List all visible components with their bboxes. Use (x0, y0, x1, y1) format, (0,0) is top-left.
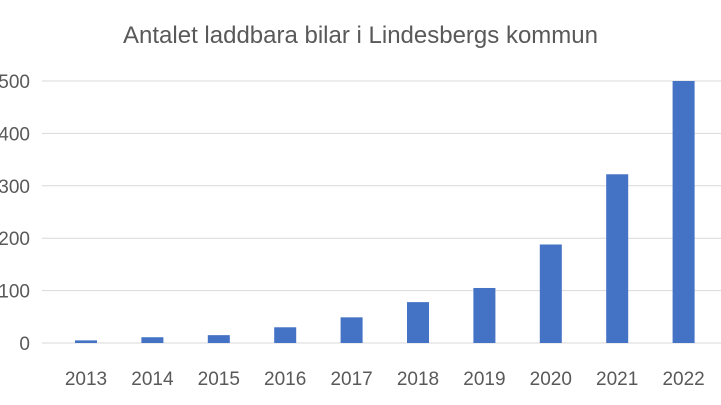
y-tick-label: 500 (0, 72, 30, 93)
y-tick-label: 200 (0, 229, 30, 250)
x-tick-label: 2020 (530, 369, 572, 390)
x-tick-label: 2013 (65, 369, 107, 390)
x-tick-label: 2016 (264, 369, 306, 390)
chart-title: Antalet laddbara bilar i Lindesbergs kom… (123, 22, 598, 49)
x-tick-label: 2018 (397, 369, 439, 390)
bar-2018 (407, 302, 429, 343)
bar-2016 (274, 327, 297, 343)
bar-2022 (672, 81, 695, 343)
y-tick-label: 0 (19, 334, 30, 355)
y-axis-ticks: 0 100 200 300 400 500 (0, 72, 30, 355)
bar-2020 (539, 244, 562, 343)
bars (75, 81, 695, 343)
x-tick-label: 2022 (662, 369, 704, 390)
bar-2019 (473, 287, 496, 343)
x-tick-label: 2021 (596, 369, 638, 390)
x-tick-label: 2014 (131, 369, 174, 390)
bar-2021 (606, 174, 629, 343)
y-tick-label: 400 (0, 124, 30, 145)
x-tick-label: 2015 (198, 369, 240, 390)
bar-2017 (340, 317, 363, 343)
bar-2014 (141, 337, 164, 343)
x-axis-ticks: 2013 2014 2015 2016 2017 2018 2019 2020 2021 2022 (65, 369, 705, 390)
x-tick-label: 2017 (330, 369, 372, 390)
bar-2013 (75, 340, 97, 343)
y-tick-label: 100 (0, 282, 30, 303)
y-tick-label: 300 (0, 177, 30, 198)
bar-2015 (207, 335, 230, 343)
x-tick-label: 2019 (463, 369, 505, 390)
